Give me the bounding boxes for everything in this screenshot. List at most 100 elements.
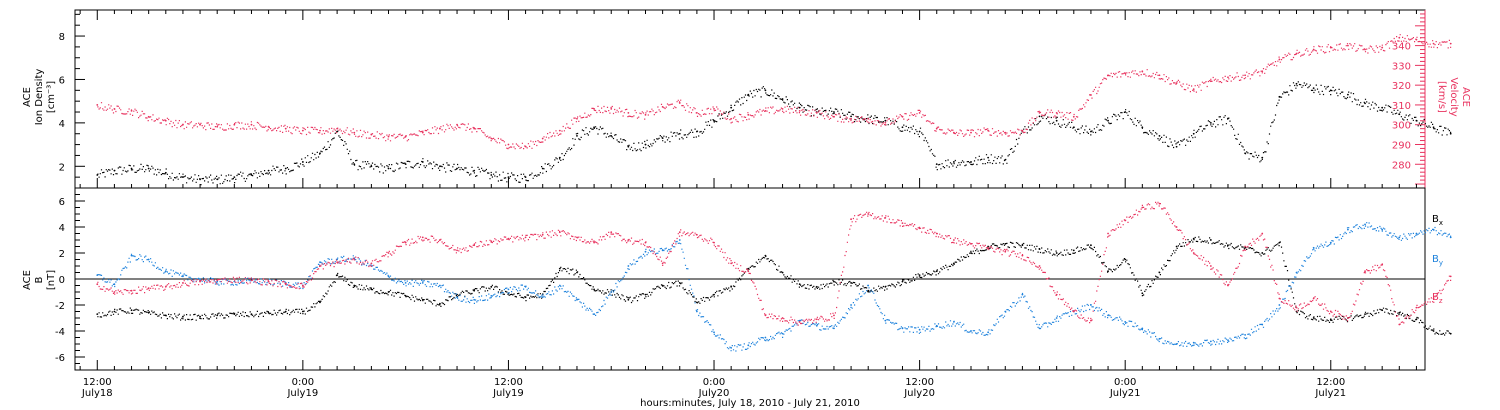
- data-point: [593, 313, 595, 315]
- data-point: [576, 271, 578, 274]
- data-point: [216, 178, 219, 181]
- data-point: [730, 106, 733, 109]
- data-point: [644, 241, 647, 244]
- data-point: [1209, 239, 1212, 241]
- data-point: [576, 117, 578, 120]
- data-point: [1192, 132, 1195, 135]
- data-point: [1038, 111, 1041, 114]
- data-point: [1004, 131, 1007, 134]
- data-point: [541, 167, 544, 170]
- data-point: [1244, 334, 1247, 336]
- data-point: [421, 161, 424, 163]
- data-point: [336, 127, 339, 130]
- data-point: [1329, 318, 1332, 321]
- data-point: [1364, 270, 1366, 273]
- top-y2tick-label: 340: [1392, 42, 1411, 53]
- data-point: [815, 111, 818, 114]
- data-point: [336, 261, 339, 263]
- data-point: [1158, 271, 1161, 274]
- data-point: [456, 167, 458, 170]
- data-point: [850, 115, 852, 118]
- data-point: [1021, 129, 1024, 132]
- data-point: [164, 285, 167, 288]
- data-point: [301, 310, 304, 313]
- data-point: [96, 313, 99, 315]
- data-point: [918, 111, 921, 114]
- data-point: [713, 241, 715, 244]
- x-tick-date: July20: [903, 388, 935, 399]
- data-point: [421, 236, 424, 239]
- legend-by: By: [1432, 254, 1443, 267]
- data-point: [935, 163, 938, 166]
- data-point: [593, 107, 595, 110]
- data-point: [353, 163, 356, 166]
- data-point: [850, 117, 852, 120]
- data-point: [1312, 317, 1315, 319]
- data-point: [147, 287, 150, 289]
- data-point: [627, 298, 630, 301]
- data-point: [1347, 317, 1349, 319]
- x-tick-date: July19: [286, 388, 318, 399]
- data-point: [404, 241, 407, 244]
- data-point: [439, 127, 441, 130]
- data-point: [199, 315, 201, 318]
- data-point: [798, 321, 801, 323]
- data-point: [1312, 246, 1315, 249]
- data-point: [1398, 323, 1401, 326]
- data-point: [713, 107, 715, 110]
- data-point: [233, 176, 236, 179]
- data-point: [1244, 246, 1247, 249]
- data-point: [593, 126, 595, 129]
- data-point: [524, 236, 527, 239]
- data-point: [147, 167, 150, 170]
- data-point: [1107, 119, 1109, 122]
- data-point: [833, 111, 835, 113]
- data-point: [610, 231, 613, 234]
- data-point: [1055, 317, 1058, 319]
- data-point: [353, 284, 356, 287]
- data-point: [541, 137, 544, 140]
- x-tick-time: 0:00: [292, 377, 314, 388]
- data-point: [781, 332, 784, 335]
- data-point: [576, 135, 578, 137]
- data-point: [1175, 82, 1178, 85]
- data-point: [1004, 310, 1007, 313]
- data-point: [524, 296, 527, 299]
- data-point: [593, 288, 595, 291]
- data-point: [781, 271, 784, 274]
- data-point: [833, 314, 835, 317]
- data-point: [267, 125, 270, 128]
- data-point: [473, 289, 476, 292]
- data-point: [1415, 38, 1418, 41]
- top-y2tick-label: 310: [1392, 101, 1411, 112]
- data-point: [678, 102, 681, 104]
- data-point: [764, 336, 767, 339]
- data-point: [233, 123, 236, 126]
- data-point: [781, 98, 784, 100]
- series-bx: [96, 236, 1452, 336]
- data-point: [1192, 252, 1195, 254]
- data-point: [182, 282, 184, 284]
- data-point: [1072, 310, 1075, 313]
- data-point: [1227, 76, 1229, 79]
- data-point: [1432, 297, 1435, 300]
- top-left-axis: 2 4 6 8: [59, 13, 85, 178]
- data-point: [1398, 36, 1401, 39]
- data-point: [164, 270, 167, 273]
- data-point: [730, 262, 733, 265]
- data-point: [1295, 52, 1298, 55]
- data-point: [627, 145, 630, 148]
- series-dots: [97, 34, 1452, 150]
- data-point: [1312, 48, 1315, 51]
- data-point: [764, 314, 767, 317]
- data-point: [1295, 271, 1298, 274]
- data-point: [987, 246, 990, 249]
- data-point: [970, 131, 972, 134]
- data-point: [901, 126, 904, 129]
- data-point: [1175, 343, 1178, 345]
- data-point: [833, 115, 835, 118]
- data-point: [1124, 321, 1127, 323]
- data-point: [1244, 74, 1247, 77]
- data-point: [1038, 115, 1041, 118]
- bottom-ylabel-line1: ACE: [22, 270, 33, 290]
